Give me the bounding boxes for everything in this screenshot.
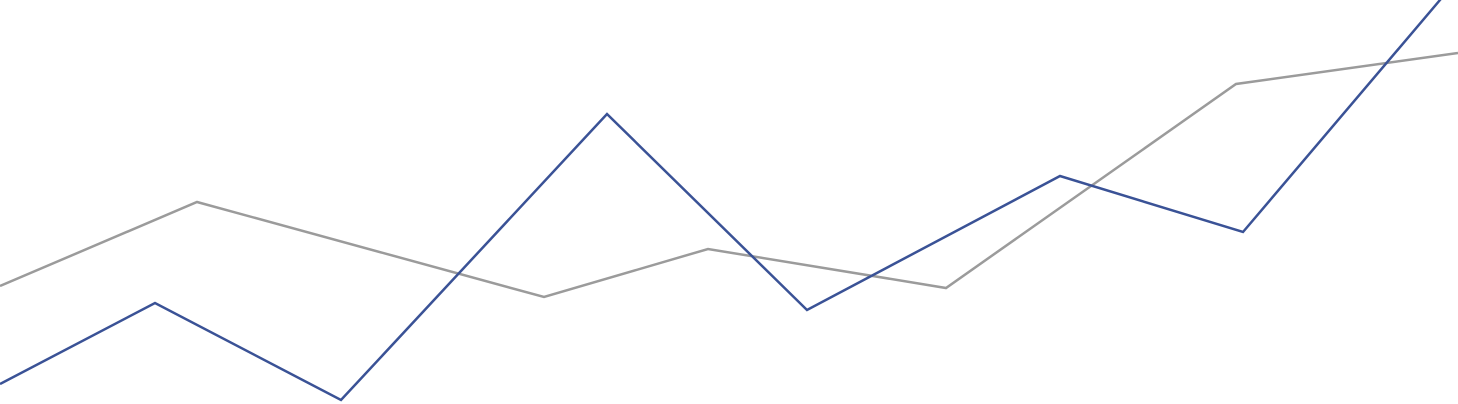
series-1-line [0,51,1458,299]
series-1 [0,51,1458,299]
